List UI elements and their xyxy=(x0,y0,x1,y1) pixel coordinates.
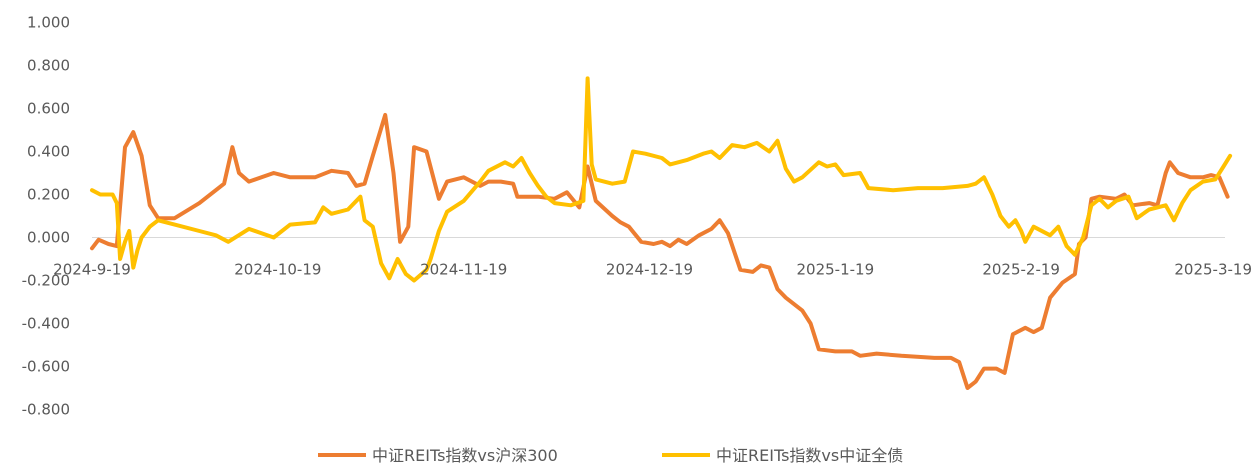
y-tick-label: 0.600 xyxy=(27,100,70,118)
legend: 中证REITs指数vs沪深300 中证REITs指数vs中证全债 xyxy=(318,446,903,465)
x-tick-label: 2024-12-19 xyxy=(606,261,693,279)
y-tick-label: 0.800 xyxy=(27,57,70,75)
y-tick-label: 0.200 xyxy=(27,186,70,204)
x-tick-label: 2024-10-19 xyxy=(234,261,321,279)
legend-label: 中证REITs指数vs中证全债 xyxy=(716,446,903,465)
legend-label: 中证REITs指数vs沪深300 xyxy=(372,446,558,465)
y-tick-label: 0.400 xyxy=(27,143,70,161)
y-tick-label: -0.200 xyxy=(22,272,70,290)
series-line-1 xyxy=(90,112,1230,390)
x-tick-labels: 2024-9-19 2024-10-19 2024-11-19 2024-12-19 2… xyxy=(53,261,1252,279)
x-tick-label: 2024-9-19 xyxy=(53,261,131,279)
y-axis: 1.000 0.800 0.600 0.400 0.200 0.000 -0.200 -0.4… xyxy=(22,14,70,419)
y-tick-label: -0.400 xyxy=(22,315,70,333)
y-tick-label: 1.000 xyxy=(27,14,70,32)
plot-area xyxy=(90,76,1233,390)
series-line-2 xyxy=(90,76,1233,283)
y-tick-label: -0.800 xyxy=(22,401,70,419)
y-tick-label: 0.000 xyxy=(27,229,70,247)
x-tick-label: 2025-1-19 xyxy=(797,261,875,279)
x-tick-label: 2025-2-19 xyxy=(982,261,1060,279)
y-tick-label: -0.600 xyxy=(22,358,70,376)
x-tick-label: 2025-3-19 xyxy=(1174,261,1252,279)
x-tick-label: 2024-11-19 xyxy=(420,261,507,279)
